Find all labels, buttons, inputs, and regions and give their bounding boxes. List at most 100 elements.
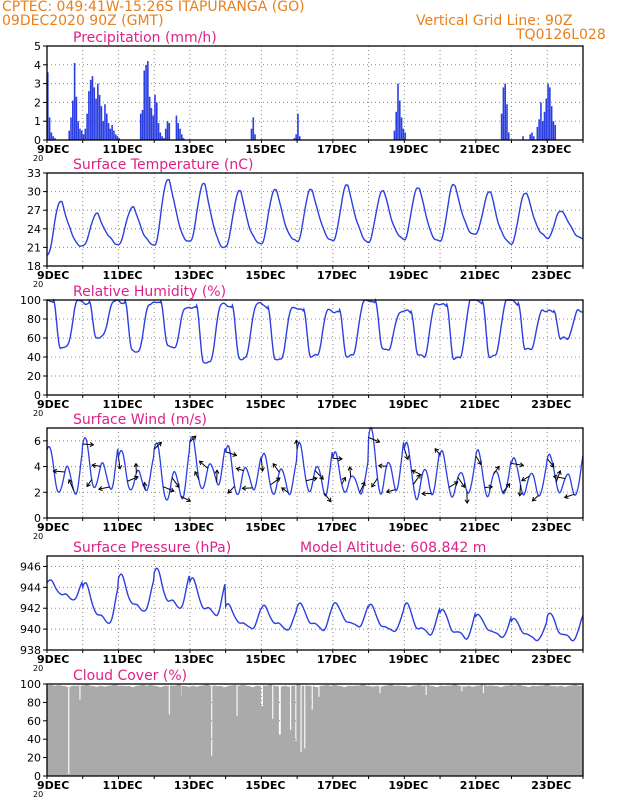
wind-arrow (403, 448, 409, 460)
cloud-bar (518, 684, 520, 776)
y-tick-label: 944 (20, 581, 41, 594)
cloud-bar (498, 686, 501, 776)
cloud-bar (63, 685, 65, 776)
cloud-bar (345, 686, 347, 776)
x-tick-label: 15DEC (245, 521, 285, 534)
cloud-bar (53, 685, 55, 776)
cloud-bar (392, 685, 394, 776)
wind-arrow-head (91, 462, 96, 469)
cloud-bar (268, 685, 270, 776)
cloud-bar (530, 686, 533, 776)
cloud-bar (260, 706, 262, 776)
cloud-bar (361, 684, 363, 776)
precip-bar (500, 113, 503, 140)
cloud-bar (507, 685, 509, 776)
cloud-bar (196, 686, 198, 776)
wind-arrow (127, 476, 139, 482)
cloud-bar (58, 685, 61, 776)
cloud-bar (517, 684, 519, 776)
panel-5 (43, 555, 584, 653)
cloud-bar (434, 686, 436, 776)
cloud-bar (451, 685, 454, 776)
cloud-bar (427, 685, 429, 776)
cloud-bar (81, 685, 83, 776)
precip-bar (552, 121, 555, 140)
cloud-bar (410, 686, 412, 776)
cloud-bar (449, 685, 451, 776)
cloud-bar (250, 686, 252, 776)
precip-bar (52, 136, 54, 140)
cloud-bar (563, 686, 565, 776)
wind-arrow (199, 460, 209, 469)
cloud-bar (162, 686, 164, 776)
cloud-bar (300, 752, 302, 776)
y-tick-label: 18 (27, 260, 41, 273)
cloud-bar (476, 685, 478, 776)
y-tick-label: 0 (34, 770, 41, 783)
cloud-bar (150, 685, 152, 776)
precip-bar (152, 115, 155, 140)
cloud-bar (130, 686, 132, 776)
cloud-bar (565, 686, 567, 776)
cloud-bar (341, 686, 343, 776)
wind-arrow-head (169, 487, 175, 493)
precip-bar (531, 132, 533, 140)
wind-arrow-head (453, 481, 459, 486)
cloud-bar (273, 685, 275, 776)
cloud-bar (246, 685, 248, 776)
cloud-bar (244, 685, 246, 776)
cloud-bar (475, 685, 477, 776)
wind-arrow-head (67, 478, 73, 484)
cloud-bar (65, 686, 67, 776)
y-tick-label: 4 (34, 59, 41, 72)
cloud-bar (414, 685, 416, 776)
cloud-bar (474, 686, 476, 776)
cloud-bar (453, 684, 455, 776)
cloud-bar (256, 685, 258, 776)
wind-arrow (341, 477, 346, 485)
cloud-bar (282, 686, 285, 776)
cloud-bar (340, 686, 342, 776)
wind-arrow-head (385, 488, 391, 494)
wind-arrow-head (227, 488, 233, 494)
cloud-bar (560, 685, 562, 776)
cloud-bar (536, 686, 538, 776)
cloud-bar (401, 686, 403, 776)
cloud-bar (553, 686, 555, 776)
cloud-bar (354, 685, 356, 776)
cloud-bar (220, 686, 222, 776)
wind-arrow (532, 495, 539, 502)
cloud-bar (303, 685, 305, 776)
cloud-bar (577, 685, 579, 776)
header-model-id: TQ0126L028 (516, 27, 606, 43)
wind-arrow (281, 487, 289, 493)
wind-arrow (555, 470, 561, 483)
wind-arrow (295, 440, 298, 450)
cloud-bar (549, 685, 551, 776)
panel-title: Precipitation (mm/h) (73, 30, 217, 46)
cloud-bar (336, 685, 338, 776)
cloud-bar (351, 686, 353, 776)
cloud-bar (568, 685, 570, 776)
cloud-bar (551, 686, 553, 776)
cloud-bar (571, 685, 573, 776)
cloud-bar (311, 709, 313, 776)
cloud-bar (479, 685, 481, 776)
cloud-bar (219, 685, 221, 776)
cloud-bar (349, 685, 351, 776)
cloud-bar (495, 685, 497, 776)
cloud-bar (385, 685, 387, 776)
cloud-bar (203, 685, 205, 776)
cloud-bar (495, 685, 498, 776)
wind-arrow (270, 477, 281, 486)
cloud-bar (434, 686, 436, 776)
cloud-bar (60, 685, 62, 776)
precip-bar (100, 106, 103, 140)
cloud-bar (514, 685, 516, 776)
cloud-bar (315, 686, 317, 776)
cloud-bar (422, 685, 424, 776)
cloud-bar (123, 686, 125, 776)
precip-bar (139, 113, 142, 140)
precip-bar (80, 130, 83, 140)
cloud-bar (293, 685, 295, 776)
